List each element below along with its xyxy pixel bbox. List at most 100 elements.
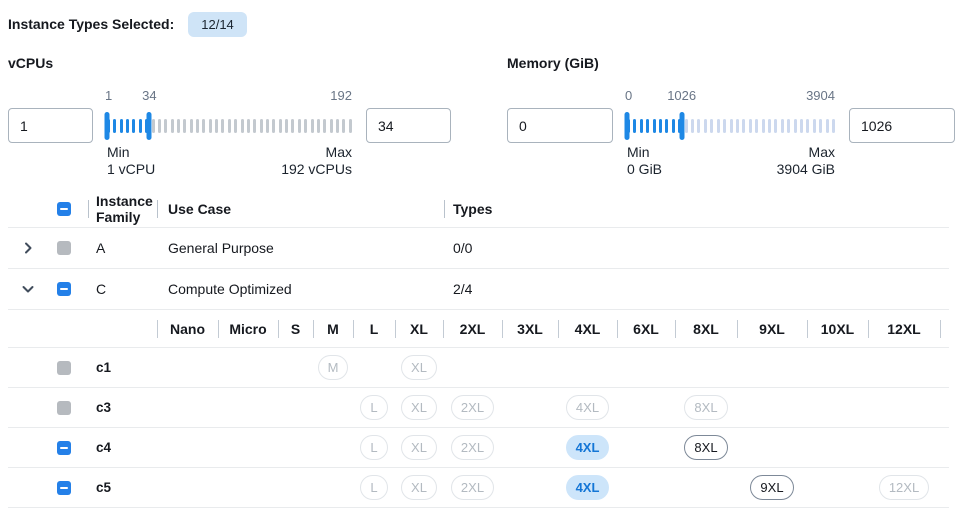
instance-row-left: c1: [8, 360, 157, 375]
slider-tick: [310, 118, 314, 133]
size-pill-4xl: 4XL: [565, 395, 610, 420]
size-cell: 8XL: [675, 395, 737, 420]
size-cell: 2XL: [443, 395, 502, 420]
slider-tick: [684, 118, 688, 133]
slider-tick: [285, 118, 289, 133]
slider-handle-max[interactable]: [679, 111, 685, 140]
size-column-header: S: [278, 321, 313, 337]
instance-row: c3 L XL 2XL 4XL 8XL: [8, 388, 949, 428]
slider-minmax-labels: Min Max: [627, 144, 835, 161]
memory-range-slider[interactable]: 0 1026 3904 Min Max 0 GiB 3904 GiB: [624, 88, 835, 178]
slider-tick: [259, 118, 263, 133]
filters-section: vCPUs 1 34 192 Min Max 1 vCPU 192 vCPUs Memory…: [8, 55, 955, 178]
slider-tick: [755, 118, 759, 133]
slider-tick: [767, 118, 771, 133]
instance-name: c4: [96, 440, 112, 455]
scale-label-selected: 1026: [667, 88, 697, 103]
slider-tick: [832, 118, 835, 133]
vcpus-filter: vCPUs 1 34 192 Min Max 1 vCPU 192 vCPUs: [8, 55, 451, 178]
chevron-right-icon[interactable]: [21, 241, 35, 255]
size-column-header: 8XL: [675, 321, 737, 337]
instance-checkbox[interactable]: [57, 480, 71, 495]
max-label: Max: [325, 144, 352, 160]
column-header-instance-family: Instance Family: [88, 193, 157, 225]
slider-tick: [265, 118, 269, 133]
max-caption: 192 vCPUs: [281, 161, 352, 177]
table-rows: A General Purpose 0/0 C Compute Optimized 2/4…: [8, 228, 949, 508]
family-row: A General Purpose 0/0: [8, 228, 949, 269]
min-label: Min: [627, 144, 650, 160]
slider-handle-max[interactable]: [146, 111, 152, 140]
size-column-header: 12XL: [868, 321, 940, 337]
vcpus-min-input[interactable]: [8, 108, 93, 143]
slider-tick: [221, 118, 225, 133]
slider-tick: [304, 118, 308, 133]
select-all-checkbox[interactable]: [57, 202, 71, 216]
slider-tick: [633, 118, 637, 133]
min-label: Min: [107, 144, 130, 160]
family-checkbox[interactable]: [57, 282, 71, 296]
scale-label-low: 0: [625, 88, 633, 103]
size-pill-2xl: 2XL: [450, 435, 495, 460]
expand-cell: [8, 282, 48, 296]
size-cell: M: [313, 355, 353, 380]
family-types-count: 0/0: [453, 240, 473, 256]
selected-count-badge: 12/14: [188, 11, 247, 37]
slider-tick: [697, 118, 701, 133]
column-header-types: Types: [444, 201, 949, 217]
slider-tick: [113, 118, 117, 133]
family-name: A: [96, 240, 106, 256]
slider-tick: [659, 118, 663, 133]
family-name: C: [96, 281, 107, 297]
slider-tick: [157, 118, 161, 133]
slider-tick: [819, 118, 823, 133]
vcpus-range-slider[interactable]: 1 34 192 Min Max 1 vCPU 192 vCPUs: [104, 88, 352, 178]
size-cell: 2XL: [443, 475, 502, 500]
size-column-header: XL: [395, 321, 443, 337]
instance-row: c5 L XL 2XL 4XL 9XL 12XL: [8, 468, 949, 508]
slider-handle-min[interactable]: [104, 111, 110, 140]
slider-tick: [189, 118, 193, 133]
slider-scale-labels: 0 1026 3904: [625, 88, 835, 108]
instance-row: c1 M XL: [8, 348, 949, 388]
max-caption: 3904 GiB: [776, 161, 835, 177]
slider-track[interactable]: [104, 108, 352, 143]
size-cell: XL: [395, 435, 443, 460]
slider-tick: [342, 118, 346, 133]
slider-tick: [126, 118, 130, 133]
slider-track[interactable]: [624, 108, 835, 143]
slider-tick: [735, 118, 739, 133]
size-pill-8xl[interactable]: 8XL: [684, 435, 728, 460]
size-pill-9xl[interactable]: 9XL: [750, 475, 794, 500]
slider-tick: [297, 118, 301, 133]
scale-label-selected: 34: [142, 88, 157, 103]
size-pill-l: L: [360, 435, 388, 460]
vcpus-max-input[interactable]: [366, 108, 451, 143]
instance-name: c1: [96, 360, 112, 375]
instance-checkbox[interactable]: [57, 440, 71, 455]
chevron-down-icon[interactable]: [21, 282, 35, 296]
slider-tick: [227, 118, 231, 133]
slider-tick: [202, 118, 206, 133]
size-cell: 9XL: [737, 475, 807, 500]
size-column-header: 4XL: [558, 321, 617, 337]
slider-handle-min[interactable]: [624, 111, 630, 140]
table-header-row: Instance Family Use Case Types: [8, 191, 949, 228]
size-cell: 8XL: [675, 435, 737, 460]
slider-tick: [138, 118, 142, 133]
size-column-header: Micro: [218, 321, 278, 337]
memory-min-input[interactable]: [507, 108, 613, 143]
slider-tick: [646, 118, 650, 133]
instance-row-left: c4: [8, 440, 157, 455]
slider-tick: [215, 118, 219, 133]
memory-max-input[interactable]: [849, 108, 955, 143]
slider-tick: [652, 118, 656, 133]
size-pill-4xl[interactable]: 4XL: [565, 475, 610, 500]
size-column-header: M: [313, 321, 353, 337]
size-pill-4xl[interactable]: 4XL: [565, 435, 610, 460]
size-cell: 2XL: [443, 435, 502, 460]
slider-minmax-labels: Min Max: [107, 144, 352, 161]
slider-tick: [825, 118, 829, 133]
slider-tick: [729, 118, 733, 133]
slider-tick: [151, 118, 155, 133]
